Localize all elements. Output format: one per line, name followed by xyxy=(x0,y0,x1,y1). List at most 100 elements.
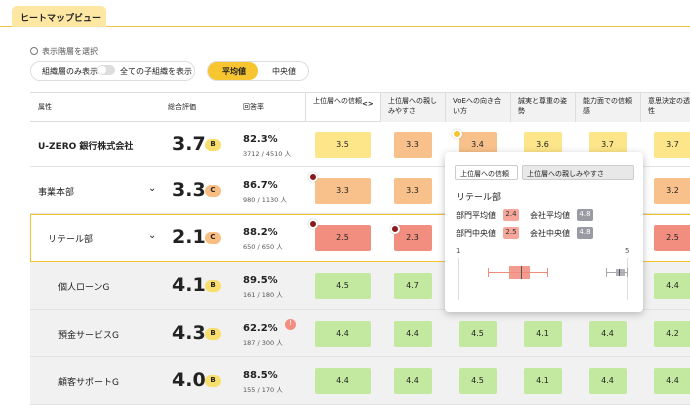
sort-icon[interactable]: <> xyxy=(362,100,374,108)
stat-label: 会社平均値 xyxy=(530,211,570,220)
score: 4.1 xyxy=(172,274,206,296)
score: 3.3 xyxy=(172,178,206,201)
response-rate: 82.3% xyxy=(243,133,278,145)
response-count: 155 / 170 人 xyxy=(243,386,283,394)
response-count: 187 / 300 人 xyxy=(243,338,283,347)
median xyxy=(521,266,523,279)
response-count: 161 / 180 人 xyxy=(243,291,283,299)
row-name: 個人ローンG xyxy=(58,283,110,293)
toggle-left[interactable]: 組織層のみ表示 xyxy=(42,67,98,76)
stat-label: 部門平均値 xyxy=(456,211,496,220)
column-header: 属性 xyxy=(38,103,52,111)
heat-cell: 3.3 xyxy=(314,177,371,204)
heat-cell: 4.4 xyxy=(393,320,432,347)
tab[interactable]: ヒートマップビュー xyxy=(12,6,106,27)
grade-badge: B xyxy=(205,327,221,340)
row-name: 顧客サポートG xyxy=(58,378,119,388)
heat-cell: 4.7 xyxy=(393,273,432,299)
stat-value: 2.4 xyxy=(503,209,519,221)
grade-badge: B xyxy=(205,280,221,292)
score: 3.7 xyxy=(172,132,206,155)
segment-active xyxy=(208,62,258,80)
score: 2.1 xyxy=(172,226,206,248)
heat-cell: 4.4 xyxy=(314,368,371,394)
heat-cell: 4.1 xyxy=(523,368,562,394)
toggle-switch[interactable] xyxy=(97,65,115,75)
axis-tick-label: 1 xyxy=(456,247,461,255)
expand-chevron[interactable]: ⌄ xyxy=(148,182,157,194)
heat-cell: 4.5 xyxy=(314,273,371,299)
toggle-right[interactable]: 全ての子組織を表示 xyxy=(120,67,192,76)
response-count: 3712 / 4510 人 xyxy=(243,149,291,158)
response-rate: 62.2% xyxy=(243,322,278,334)
row-name: 預金サービスG xyxy=(58,330,119,341)
metric-tag[interactable]: 上位層への信頼 xyxy=(455,165,518,180)
box xyxy=(616,269,625,276)
response-rate: 89.5% xyxy=(243,275,278,286)
stat-label: 会社中央値 xyxy=(530,229,570,238)
heat-cell: 2.5 xyxy=(314,225,371,251)
response-count: 650 / 650 人 xyxy=(243,243,283,251)
response-count: 980 / 1130 人 xyxy=(243,195,287,204)
axis-tick-label: 5 xyxy=(625,247,630,255)
heat-cell: 4.4 xyxy=(588,368,627,394)
stat-value: 4.8 xyxy=(577,209,593,221)
heat-cell: 2.5 xyxy=(653,225,690,251)
grade-badge: C xyxy=(205,184,221,197)
alert-dot xyxy=(308,219,318,229)
hierarchy-icon xyxy=(30,47,38,55)
score: 4.0 xyxy=(172,369,206,391)
heat-cell: 4.4 xyxy=(588,320,627,347)
axis-line xyxy=(458,258,459,300)
toggle-box xyxy=(30,61,195,81)
whisker-cap xyxy=(627,268,628,277)
heat-cell: 3.5 xyxy=(314,131,371,158)
row-name: U-ZERO 銀行株式会社 xyxy=(38,141,134,152)
box xyxy=(508,266,530,279)
column-header: 回答率 xyxy=(243,103,264,111)
stat-value: 4.8 xyxy=(577,227,593,239)
heat-cell: 4.5 xyxy=(458,320,497,347)
segment-group xyxy=(207,61,309,81)
stat-label: 部門中央値 xyxy=(456,229,496,238)
warning-icon: ! xyxy=(285,319,296,330)
response-rate: 86.7% xyxy=(243,179,278,191)
segment[interactable]: 中央値 xyxy=(272,67,296,76)
column-header: 意思決定の透明性 xyxy=(648,97,690,115)
alert-dot xyxy=(390,224,400,234)
heat-cell: 3.2 xyxy=(653,177,690,204)
hierarchy-label: 表示階層を選択 xyxy=(42,47,98,56)
highlight-dot xyxy=(452,129,462,139)
heat-cell: 3.7 xyxy=(653,131,690,158)
heat-cell: 4.5 xyxy=(458,368,497,394)
response-rate: 88.2% xyxy=(243,227,278,238)
stat-value: 2.5 xyxy=(503,227,519,239)
row-name[interactable]: リテール部 xyxy=(48,235,94,245)
expand-chevron[interactable]: ⌄ xyxy=(148,230,157,241)
grade-badge: C xyxy=(205,232,221,244)
metric-tag[interactable]: 上位層への親しみやすさ xyxy=(522,165,634,180)
heat-cell: 4.1 xyxy=(523,320,562,347)
toggle-knob xyxy=(98,66,106,74)
whisker-cap xyxy=(546,268,548,277)
whisker-cap xyxy=(487,268,489,277)
grade-badge: B xyxy=(205,138,221,151)
column-header: 総合評価 xyxy=(168,103,196,111)
tab-bar-line xyxy=(0,26,690,27)
table-top xyxy=(30,92,690,93)
median xyxy=(618,269,620,276)
heat-cell: 3.3 xyxy=(393,131,432,158)
heat-cell: 4.2 xyxy=(653,320,690,347)
column-header: VoEへの向き合い方 xyxy=(453,97,501,115)
column-header: 上位層への信頼 xyxy=(313,97,362,105)
heat-cell: 4.4 xyxy=(653,368,690,394)
row-name[interactable]: 事業本部 xyxy=(38,187,75,198)
column-header: 誠実と尊重の姿勢 xyxy=(518,97,567,115)
popup: 上位層への信頼 上位層への親しみやすさリテール部部門平均値 2.4 会社平均値 4.8 部… xyxy=(445,152,643,312)
popup-title: リテール部 xyxy=(456,193,502,203)
grade-badge: B xyxy=(205,375,221,387)
heat-cell: 4.4 xyxy=(393,368,432,394)
segment[interactable]: 平均値 xyxy=(222,67,246,76)
row-selected xyxy=(30,214,690,262)
score: 4.3 xyxy=(172,321,206,344)
